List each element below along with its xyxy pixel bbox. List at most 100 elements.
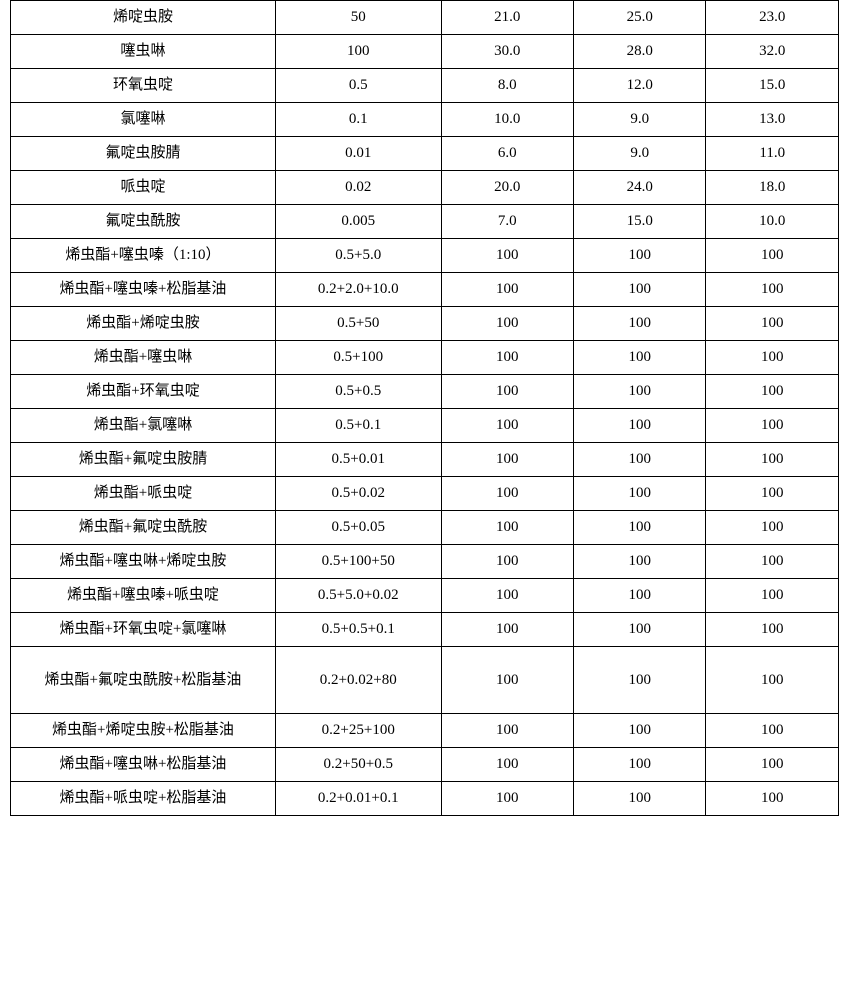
cell-col3: 8.0 xyxy=(441,69,573,103)
cell-col1: 烯虫酯+哌虫啶+松脂基油 xyxy=(11,782,276,816)
cell-col1: 烯虫酯+氯噻啉 xyxy=(11,409,276,443)
table-row: 氯噻啉0.110.09.013.0 xyxy=(11,103,839,137)
cell-col2: 0.005 xyxy=(275,205,441,239)
cell-col3: 100 xyxy=(441,273,573,307)
cell-col3: 20.0 xyxy=(441,171,573,205)
cell-col4: 9.0 xyxy=(574,103,706,137)
cell-col3: 100 xyxy=(441,511,573,545)
cell-col5: 100 xyxy=(706,511,839,545)
table-row: 烯虫酯+氟啶虫胺腈0.5+0.01100100100 xyxy=(11,443,839,477)
cell-col1: 环氧虫啶 xyxy=(11,69,276,103)
cell-col3: 100 xyxy=(441,375,573,409)
cell-col4: 100 xyxy=(574,307,706,341)
cell-col2: 0.5+100 xyxy=(275,341,441,375)
cell-col2: 50 xyxy=(275,1,441,35)
cell-col1: 氯噻啉 xyxy=(11,103,276,137)
cell-col4: 100 xyxy=(574,782,706,816)
cell-col5: 100 xyxy=(706,714,839,748)
table-row: 烯虫酯+氟啶虫酰胺+松脂基油0.2+0.02+80100100100 xyxy=(11,647,839,714)
table-row: 烯虫酯+氯噻啉0.5+0.1100100100 xyxy=(11,409,839,443)
cell-col2: 0.2+25+100 xyxy=(275,714,441,748)
cell-col5: 100 xyxy=(706,443,839,477)
table-body: 烯啶虫胺5021.025.023.0噻虫啉10030.028.032.0环氧虫啶… xyxy=(11,1,839,816)
cell-col1: 氟啶虫胺腈 xyxy=(11,137,276,171)
cell-col4: 15.0 xyxy=(574,205,706,239)
cell-col3: 30.0 xyxy=(441,35,573,69)
cell-col3: 100 xyxy=(441,239,573,273)
cell-col3: 100 xyxy=(441,409,573,443)
table-row: 烯虫酯+哌虫啶0.5+0.02100100100 xyxy=(11,477,839,511)
cell-col4: 100 xyxy=(574,714,706,748)
cell-col2: 0.2+0.02+80 xyxy=(275,647,441,714)
cell-col2: 0.2+2.0+10.0 xyxy=(275,273,441,307)
cell-col5: 100 xyxy=(706,782,839,816)
cell-col4: 100 xyxy=(574,748,706,782)
cell-col2: 100 xyxy=(275,35,441,69)
data-table: 烯啶虫胺5021.025.023.0噻虫啉10030.028.032.0环氧虫啶… xyxy=(10,0,839,816)
cell-col5: 100 xyxy=(706,273,839,307)
cell-col4: 100 xyxy=(574,613,706,647)
cell-col5: 32.0 xyxy=(706,35,839,69)
table-row: 烯虫酯+噻虫嗪（1:10）0.5+5.0100100100 xyxy=(11,239,839,273)
table-row: 烯虫酯+哌虫啶+松脂基油0.2+0.01+0.1100100100 xyxy=(11,782,839,816)
cell-col3: 100 xyxy=(441,647,573,714)
cell-col1: 噻虫啉 xyxy=(11,35,276,69)
cell-col2: 0.5+0.1 xyxy=(275,409,441,443)
cell-col5: 100 xyxy=(706,545,839,579)
cell-col2: 0.5+0.02 xyxy=(275,477,441,511)
cell-col4: 28.0 xyxy=(574,35,706,69)
cell-col5: 100 xyxy=(706,409,839,443)
cell-col4: 100 xyxy=(574,545,706,579)
cell-col5: 100 xyxy=(706,341,839,375)
table-row: 烯虫酯+氟啶虫酰胺0.5+0.05100100100 xyxy=(11,511,839,545)
cell-col1: 烯虫酯+噻虫嗪+哌虫啶 xyxy=(11,579,276,613)
cell-col5: 15.0 xyxy=(706,69,839,103)
cell-col1: 烯虫酯+烯啶虫胺+松脂基油 xyxy=(11,714,276,748)
cell-col5: 100 xyxy=(706,307,839,341)
cell-col2: 0.5+0.05 xyxy=(275,511,441,545)
cell-col5: 18.0 xyxy=(706,171,839,205)
table-row: 烯虫酯+环氧虫啶+氯噻啉0.5+0.5+0.1100100100 xyxy=(11,613,839,647)
cell-col3: 100 xyxy=(441,545,573,579)
cell-col1: 烯虫酯+噻虫啉+松脂基油 xyxy=(11,748,276,782)
table-container: 烯啶虫胺5021.025.023.0噻虫啉10030.028.032.0环氧虫啶… xyxy=(0,0,849,816)
cell-col2: 0.5+0.5 xyxy=(275,375,441,409)
cell-col4: 100 xyxy=(574,341,706,375)
cell-col4: 12.0 xyxy=(574,69,706,103)
cell-col2: 0.01 xyxy=(275,137,441,171)
cell-col4: 9.0 xyxy=(574,137,706,171)
cell-col5: 23.0 xyxy=(706,1,839,35)
cell-col4: 24.0 xyxy=(574,171,706,205)
cell-col4: 100 xyxy=(574,443,706,477)
cell-col4: 100 xyxy=(574,409,706,443)
table-row: 烯虫酯+噻虫啉+烯啶虫胺0.5+100+50100100100 xyxy=(11,545,839,579)
cell-col5: 100 xyxy=(706,375,839,409)
cell-col3: 21.0 xyxy=(441,1,573,35)
table-row: 哌虫啶0.0220.024.018.0 xyxy=(11,171,839,205)
cell-col3: 100 xyxy=(441,714,573,748)
table-row: 烯虫酯+烯啶虫胺+松脂基油0.2+25+100100100100 xyxy=(11,714,839,748)
cell-col1: 烯虫酯+环氧虫啶+氯噻啉 xyxy=(11,613,276,647)
cell-col1: 烯虫酯+环氧虫啶 xyxy=(11,375,276,409)
cell-col3: 100 xyxy=(441,307,573,341)
table-row: 氟啶虫酰胺0.0057.015.010.0 xyxy=(11,205,839,239)
table-row: 氟啶虫胺腈0.016.09.011.0 xyxy=(11,137,839,171)
cell-col1: 烯虫酯+噻虫嗪+松脂基油 xyxy=(11,273,276,307)
cell-col3: 100 xyxy=(441,477,573,511)
cell-col5: 100 xyxy=(706,647,839,714)
cell-col2: 0.02 xyxy=(275,171,441,205)
cell-col3: 7.0 xyxy=(441,205,573,239)
cell-col5: 100 xyxy=(706,613,839,647)
table-row: 烯虫酯+环氧虫啶0.5+0.5100100100 xyxy=(11,375,839,409)
cell-col1: 烯虫酯+氟啶虫酰胺+松脂基油 xyxy=(11,647,276,714)
cell-col5: 11.0 xyxy=(706,137,839,171)
cell-col1: 烯虫酯+噻虫啉+烯啶虫胺 xyxy=(11,545,276,579)
cell-col2: 0.2+0.01+0.1 xyxy=(275,782,441,816)
cell-col4: 100 xyxy=(574,477,706,511)
cell-col2: 0.5+0.01 xyxy=(275,443,441,477)
table-row: 烯啶虫胺5021.025.023.0 xyxy=(11,1,839,35)
cell-col5: 13.0 xyxy=(706,103,839,137)
cell-col3: 100 xyxy=(441,443,573,477)
cell-col1: 烯虫酯+哌虫啶 xyxy=(11,477,276,511)
table-row: 烯虫酯+噻虫啉0.5+100100100100 xyxy=(11,341,839,375)
